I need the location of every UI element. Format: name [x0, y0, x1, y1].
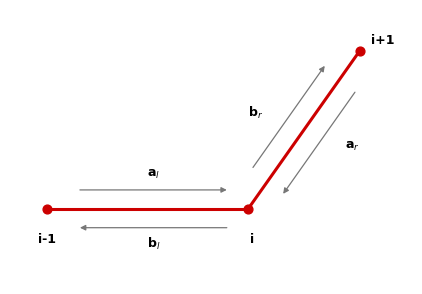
- Point: [44, 206, 51, 211]
- Text: i+1: i+1: [371, 34, 395, 47]
- Point: [245, 206, 252, 211]
- Text: a$_r$: a$_r$: [345, 140, 360, 153]
- Text: a$_l$: a$_l$: [147, 168, 160, 181]
- Point: [356, 49, 363, 53]
- Text: b$_l$: b$_l$: [146, 236, 160, 252]
- Text: i-1: i-1: [38, 233, 57, 246]
- Text: b$_r$: b$_r$: [248, 105, 263, 121]
- Text: i: i: [250, 233, 254, 246]
